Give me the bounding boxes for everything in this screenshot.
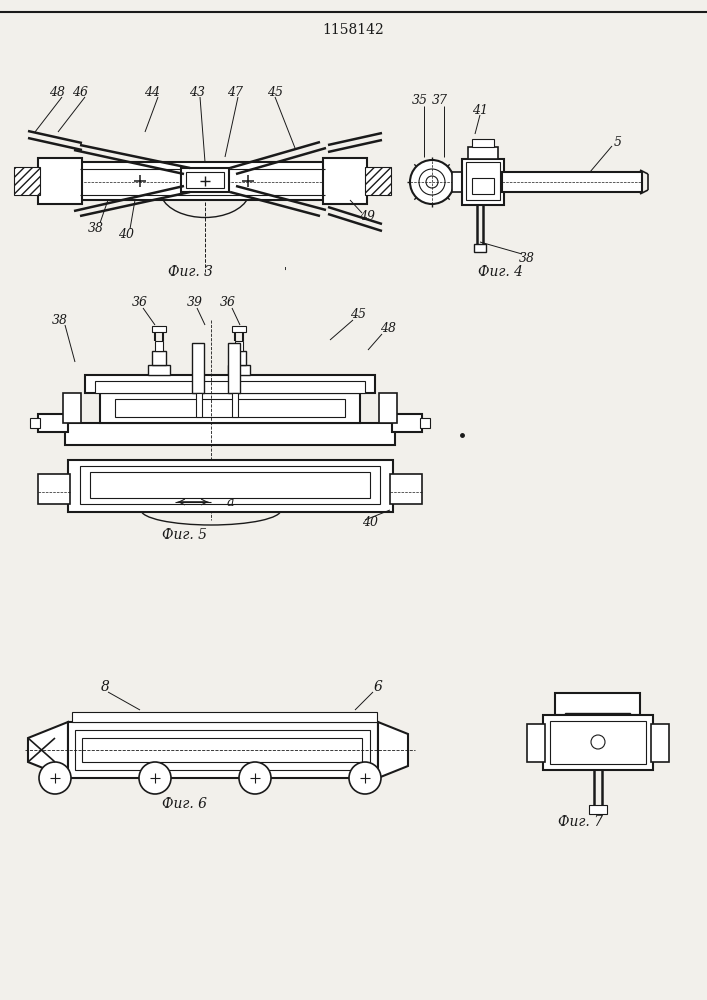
- Text: 38: 38: [88, 222, 104, 234]
- Text: 49: 49: [359, 211, 375, 224]
- Bar: [152, 326, 166, 332]
- Text: ': ': [284, 267, 286, 277]
- Bar: [38, 414, 68, 432]
- Bar: [232, 326, 246, 332]
- Bar: [30, 418, 40, 428]
- Bar: [228, 343, 240, 393]
- Bar: [235, 341, 243, 351]
- Bar: [90, 472, 370, 498]
- Bar: [186, 172, 224, 188]
- Bar: [80, 466, 380, 504]
- Circle shape: [426, 176, 438, 188]
- Bar: [192, 343, 204, 393]
- Text: Фиг. 6: Фиг. 6: [163, 797, 207, 811]
- Circle shape: [410, 160, 454, 204]
- Text: 45: 45: [267, 86, 283, 99]
- Bar: [555, 693, 640, 715]
- Text: 48: 48: [49, 86, 65, 99]
- Bar: [228, 365, 250, 375]
- Polygon shape: [378, 722, 408, 778]
- Text: Фиг. 5: Фиг. 5: [163, 528, 207, 542]
- Bar: [468, 147, 498, 159]
- Text: 40: 40: [362, 516, 378, 530]
- Text: 37: 37: [432, 95, 448, 107]
- Bar: [65, 423, 395, 445]
- Bar: [651, 724, 669, 762]
- Text: 8: 8: [100, 680, 110, 694]
- Bar: [392, 414, 422, 432]
- Text: 41: 41: [472, 104, 488, 116]
- Text: 1158142: 1158142: [322, 23, 384, 37]
- Bar: [82, 738, 362, 762]
- Bar: [68, 460, 393, 512]
- Text: Фиг. 3: Фиг. 3: [168, 265, 213, 279]
- Bar: [466, 162, 500, 200]
- Bar: [148, 365, 170, 375]
- Bar: [72, 712, 377, 722]
- Text: 48: 48: [380, 322, 396, 334]
- Bar: [75, 730, 370, 770]
- Bar: [472, 178, 494, 194]
- Bar: [420, 418, 430, 428]
- Circle shape: [139, 762, 171, 794]
- Bar: [100, 393, 360, 423]
- Bar: [474, 244, 486, 252]
- Bar: [527, 724, 545, 762]
- Bar: [63, 393, 81, 423]
- Bar: [462, 159, 504, 205]
- Bar: [365, 167, 391, 195]
- Bar: [80, 162, 325, 200]
- Bar: [196, 393, 202, 417]
- Text: 5: 5: [614, 135, 622, 148]
- Text: 47: 47: [227, 86, 243, 99]
- Bar: [85, 375, 375, 393]
- Text: 6: 6: [373, 680, 382, 694]
- Bar: [502, 172, 642, 192]
- Bar: [472, 139, 494, 147]
- Text: Фиг. 4: Фиг. 4: [477, 265, 522, 279]
- Bar: [543, 715, 653, 770]
- Circle shape: [419, 169, 445, 195]
- Text: 46: 46: [72, 86, 88, 99]
- Bar: [95, 381, 365, 393]
- Bar: [38, 474, 70, 504]
- Polygon shape: [28, 722, 68, 778]
- Bar: [181, 168, 229, 192]
- Text: 36: 36: [132, 296, 148, 308]
- Bar: [152, 351, 166, 365]
- Text: a: a: [226, 495, 234, 508]
- Bar: [14, 167, 40, 195]
- Circle shape: [39, 762, 71, 794]
- Bar: [589, 805, 607, 814]
- Text: Фиг. 7: Фиг. 7: [558, 815, 602, 829]
- Bar: [232, 393, 238, 417]
- Bar: [452, 172, 466, 192]
- Circle shape: [239, 762, 271, 794]
- Text: 38: 38: [519, 251, 535, 264]
- Bar: [550, 721, 646, 764]
- Bar: [68, 722, 378, 778]
- Bar: [232, 351, 246, 365]
- Bar: [38, 158, 82, 204]
- Circle shape: [591, 735, 605, 749]
- Bar: [115, 399, 345, 417]
- Text: 45: 45: [350, 308, 366, 322]
- Text: 35: 35: [412, 95, 428, 107]
- Circle shape: [349, 762, 381, 794]
- Text: 38: 38: [52, 314, 68, 326]
- Text: 40: 40: [118, 228, 134, 240]
- Text: 36: 36: [220, 296, 236, 308]
- Bar: [379, 393, 397, 423]
- Bar: [323, 158, 367, 204]
- Bar: [565, 713, 630, 728]
- Text: 39: 39: [187, 296, 203, 308]
- Bar: [390, 474, 422, 504]
- Bar: [155, 341, 163, 351]
- Text: 44: 44: [144, 86, 160, 99]
- Text: 43: 43: [189, 86, 205, 99]
